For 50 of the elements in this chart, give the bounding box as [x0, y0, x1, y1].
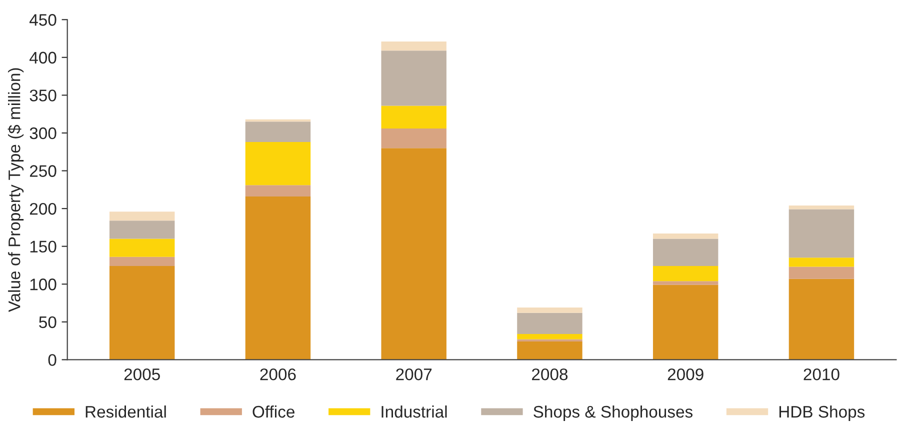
legend-label: Industrial [382, 405, 447, 418]
bar [652, 233, 718, 239]
bar [788, 258, 854, 267]
bar [381, 106, 446, 128]
bar [517, 334, 582, 340]
y-tick-label: 450 [30, 14, 56, 26]
x-tick-label: 2009 [668, 368, 704, 380]
bar [109, 220, 175, 239]
y-tick-label: 150 [30, 240, 56, 253]
bar [652, 284, 718, 360]
y-axis-title: Value of Property Type ($ million) [8, 68, 24, 312]
y-tick-label: 300 [30, 127, 56, 140]
bar [245, 196, 311, 360]
bar [381, 148, 446, 360]
x-tick-label: 2008 [532, 368, 568, 380]
x-tick-label: 2005 [124, 368, 160, 380]
y-tick-label: 100 [30, 278, 56, 290]
y-tick-label: 0 [48, 354, 56, 366]
bar [245, 142, 311, 186]
bar [109, 212, 175, 221]
bar [652, 281, 718, 285]
bar [109, 256, 175, 266]
legend-label: Residential [86, 405, 166, 418]
x-tick-label: 2010 [804, 368, 840, 380]
y-tick-label: 350 [30, 90, 56, 102]
bar [652, 266, 718, 282]
bar [517, 342, 582, 360]
bar [381, 128, 446, 148]
bar [788, 266, 854, 279]
bar [788, 206, 854, 210]
x-tick-label: 2006 [260, 368, 296, 380]
bar [245, 122, 311, 142]
bar [517, 312, 582, 334]
bar [109, 266, 175, 360]
y-tick-label: 250 [30, 165, 56, 177]
y-tick-label: 50 [39, 316, 56, 328]
bar [652, 238, 718, 266]
bar [381, 50, 446, 106]
legend-label: HDB Shops [779, 405, 865, 421]
bar [517, 308, 582, 313]
y-tick-label: 200 [30, 202, 56, 215]
legend-label: Shops & Shophouses [534, 405, 693, 421]
bar [381, 42, 446, 51]
bar [245, 185, 311, 196]
legend-label: Office [252, 405, 294, 418]
x-tick-label: 2007 [396, 368, 432, 380]
bar [788, 278, 854, 360]
bar [109, 238, 175, 257]
bar [788, 209, 854, 258]
y-tick-label: 400 [30, 52, 56, 64]
